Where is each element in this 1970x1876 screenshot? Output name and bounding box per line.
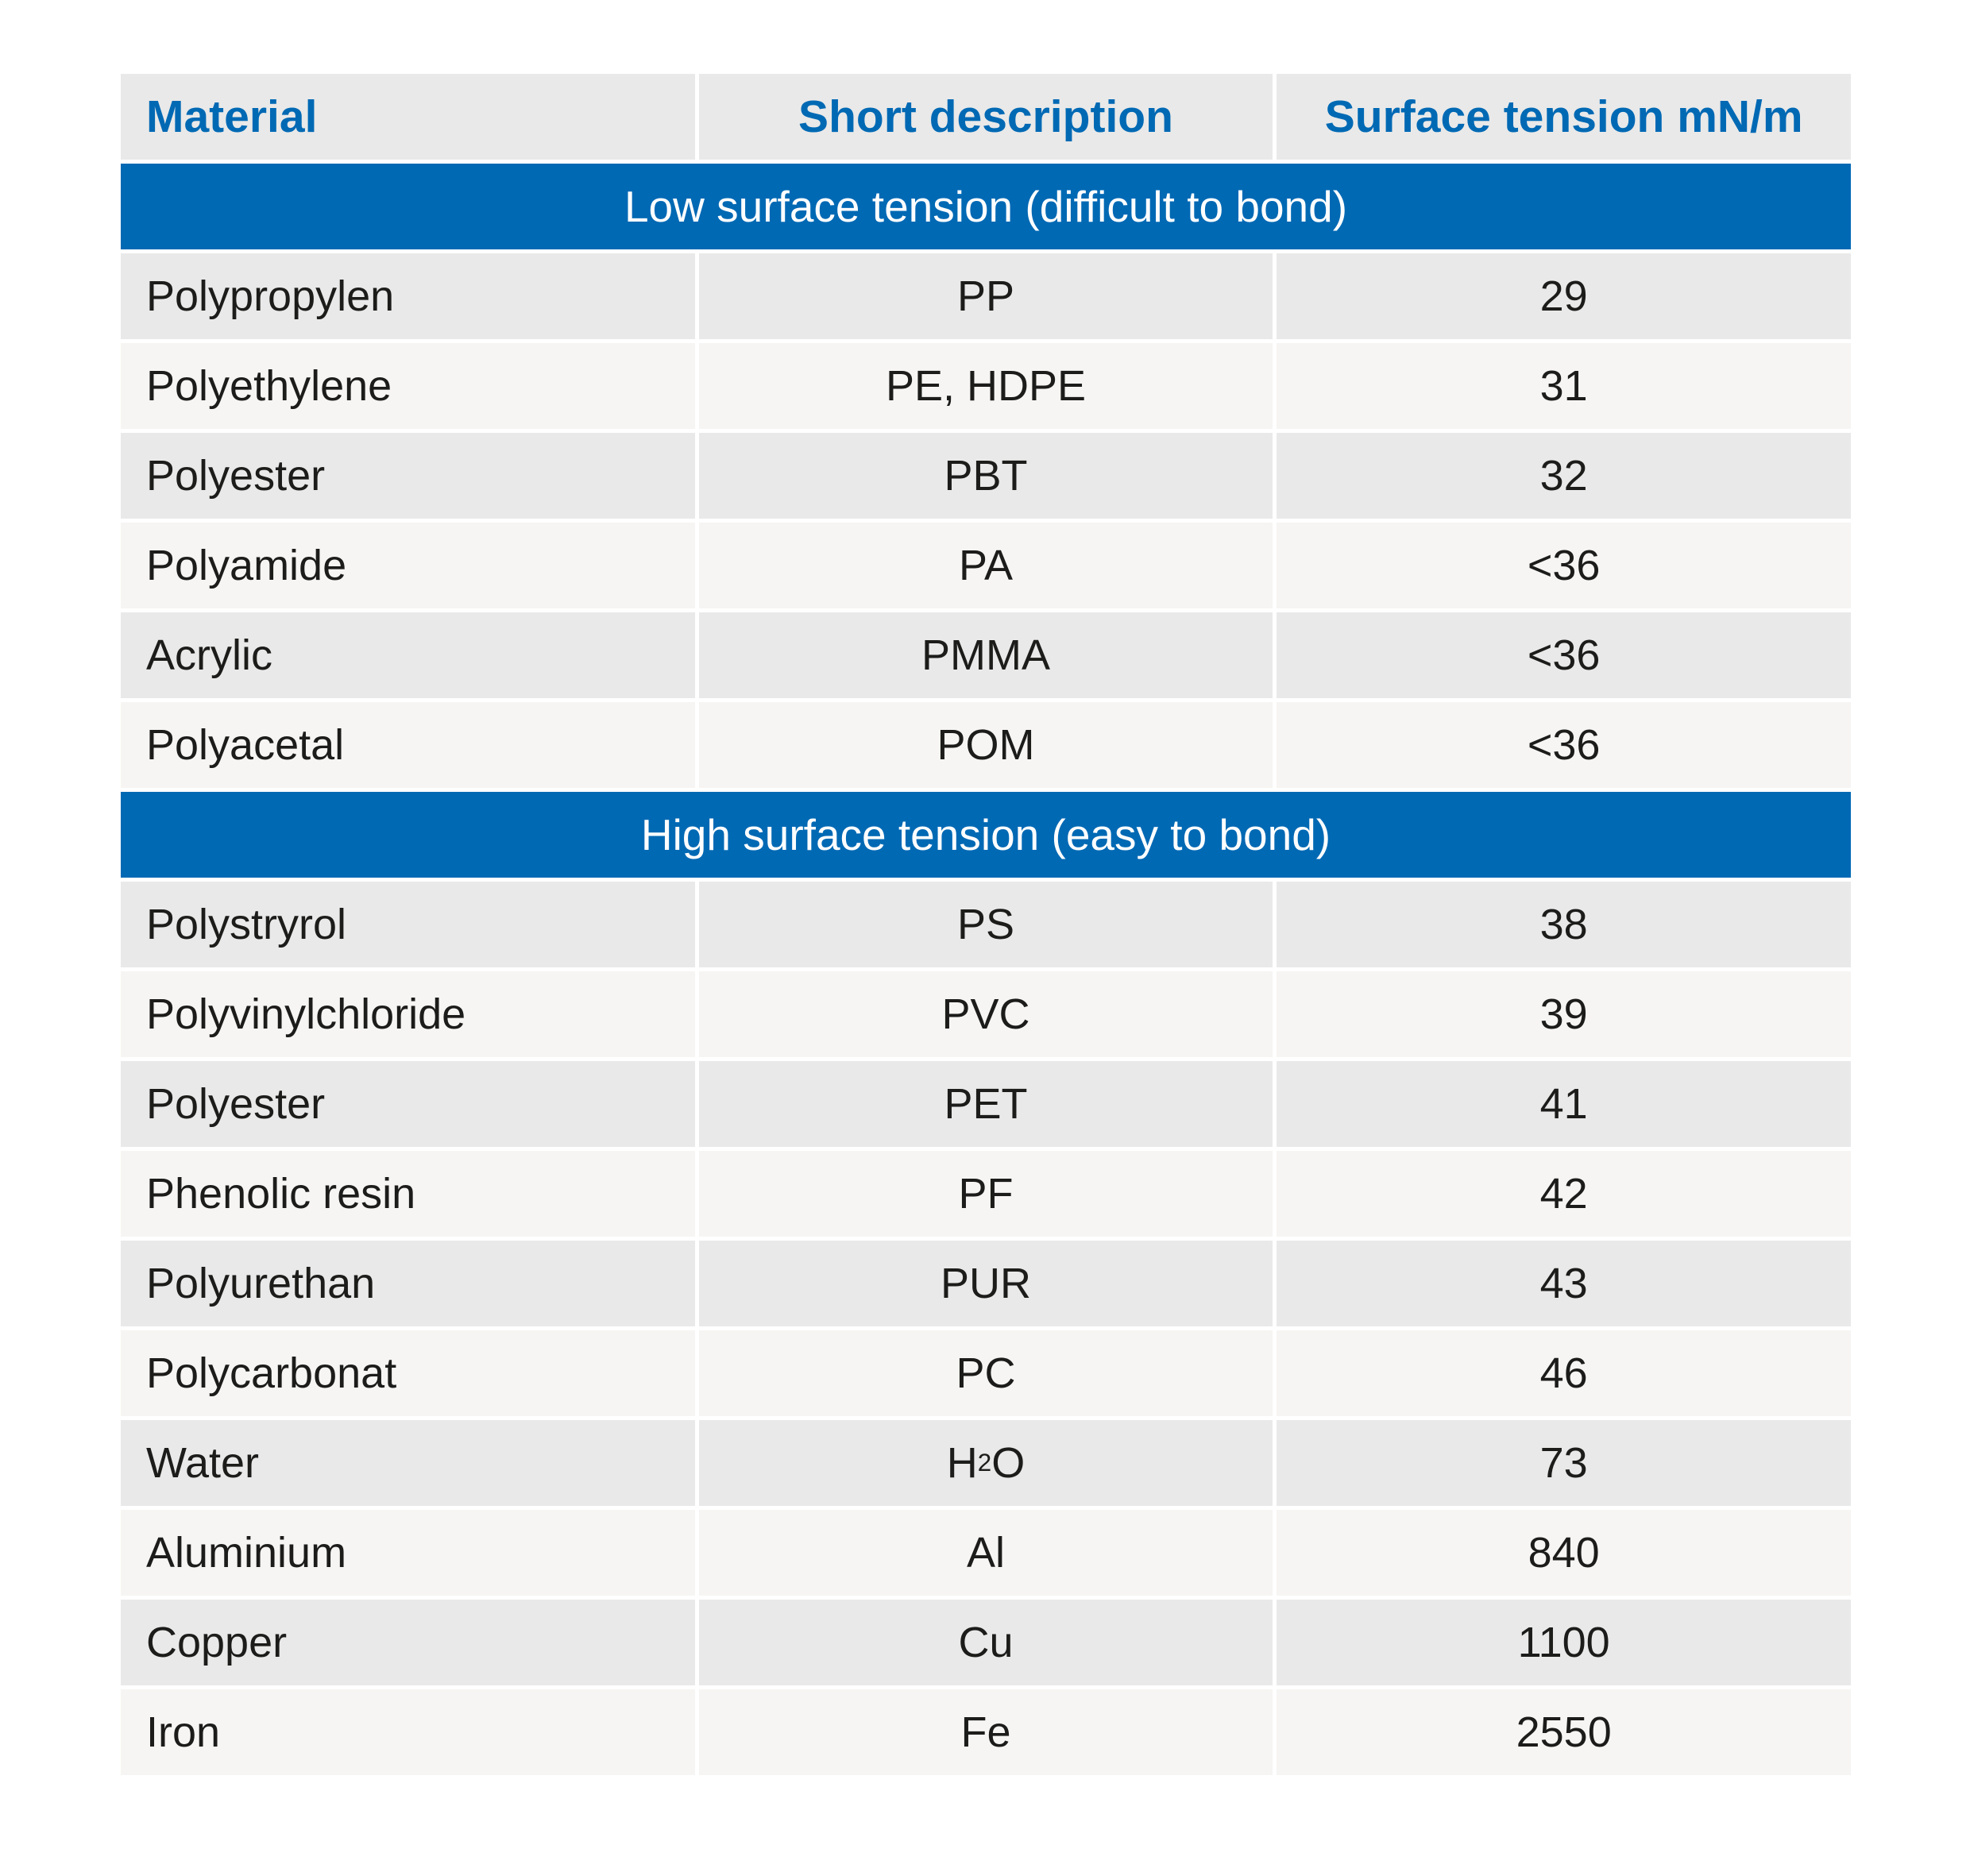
- surface-tension-cell: 32: [1277, 433, 1851, 519]
- material-cell: Polyester: [121, 433, 695, 519]
- short-description-cell: PVC: [698, 971, 1273, 1057]
- short-description-cell: PET: [698, 1061, 1273, 1147]
- surface-tension-cell: 39: [1277, 971, 1851, 1057]
- surface-tension-cell: 2550: [1277, 1689, 1851, 1775]
- section-header-low-surface-tension: Low surface tension (difficult to bond): [121, 164, 1851, 249]
- surface-tension-cell: 46: [1277, 1330, 1851, 1416]
- material-cell: Polycarbonat: [121, 1330, 695, 1416]
- short-description-cell: Al: [698, 1510, 1273, 1596]
- material-cell: Polyethylene: [121, 343, 695, 429]
- short-description-cell: PBT: [698, 433, 1273, 519]
- material-cell: Polyvinylchloride: [121, 971, 695, 1057]
- material-cell: Polypropylen: [121, 253, 695, 339]
- material-cell: Copper: [121, 1600, 695, 1685]
- surface-tension-cell: 29: [1277, 253, 1851, 339]
- materials-surface-tension-table: Material Short description Surface tensi…: [121, 74, 1851, 1775]
- material-cell: Polyacetal: [121, 702, 695, 788]
- surface-tension-cell: 43: [1277, 1241, 1851, 1326]
- surface-tension-cell: 38: [1277, 882, 1851, 967]
- material-cell: Water: [121, 1420, 695, 1506]
- short-description-cell: PE, HDPE: [698, 343, 1273, 429]
- material-cell: Polyurethan: [121, 1241, 695, 1326]
- surface-tension-cell: 42: [1277, 1151, 1851, 1237]
- material-cell: Acrylic: [121, 612, 695, 698]
- short-description-cell: PP: [698, 253, 1273, 339]
- short-description-cell: PF: [698, 1151, 1273, 1237]
- surface-tension-cell: <36: [1277, 702, 1851, 788]
- short-description-cell: POM: [698, 702, 1273, 788]
- surface-tension-cell: 31: [1277, 343, 1851, 429]
- section-header-high-surface-tension: High surface tension (easy to bond): [121, 792, 1851, 878]
- short-description-cell: PUR: [698, 1241, 1273, 1326]
- surface-tension-cell: <36: [1277, 523, 1851, 608]
- surface-tension-cell: 41: [1277, 1061, 1851, 1147]
- short-description-cell: PA: [698, 523, 1273, 608]
- short-description-cell: PC: [698, 1330, 1273, 1416]
- material-cell: Phenolic resin: [121, 1151, 695, 1237]
- surface-tension-cell: 840: [1277, 1510, 1851, 1596]
- material-cell: Polyester: [121, 1061, 695, 1147]
- short-description-cell: PS: [698, 882, 1273, 967]
- surface-tension-cell: 73: [1277, 1420, 1851, 1506]
- short-description-cell: Fe: [698, 1689, 1273, 1775]
- column-header-short-description: Short description: [698, 74, 1273, 160]
- surface-tension-cell: <36: [1277, 612, 1851, 698]
- surface-tension-cell: 1100: [1277, 1600, 1851, 1685]
- short-description-cell: Cu: [698, 1600, 1273, 1685]
- material-cell: Aluminium: [121, 1510, 695, 1596]
- material-cell: Polyamide: [121, 523, 695, 608]
- material-cell: Iron: [121, 1689, 695, 1775]
- short-description-cell: PMMA: [698, 612, 1273, 698]
- material-cell: Polystryrol: [121, 882, 695, 967]
- column-header-material: Material: [121, 74, 695, 160]
- column-header-surface-tension: Surface tension mN/m: [1277, 74, 1851, 160]
